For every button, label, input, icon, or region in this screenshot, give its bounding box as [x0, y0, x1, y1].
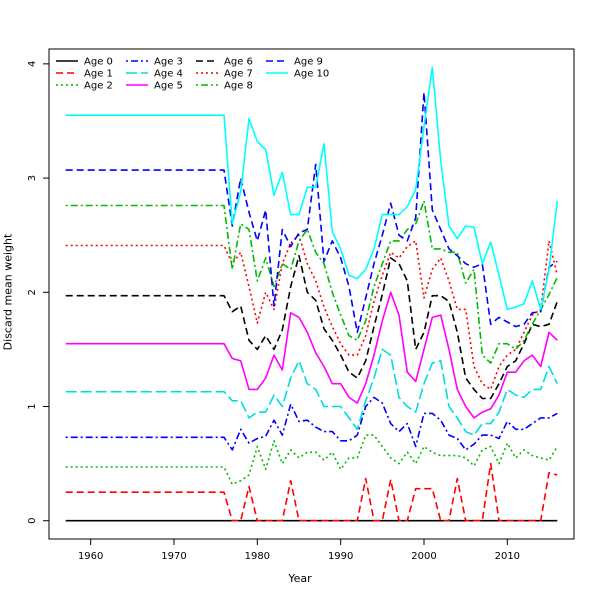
series-line-age-8 [65, 200, 559, 364]
legend-item: Age 5 [126, 81, 183, 92]
legend-label: Age 8 [224, 81, 253, 92]
y-tick-label: 4 [27, 61, 38, 67]
x-tick-label: 1990 [328, 551, 353, 562]
y-tick-label: 1 [27, 403, 38, 409]
legend-label: Age 1 [84, 69, 113, 80]
legend-label: Age 0 [84, 57, 113, 68]
x-tick-label: 2010 [495, 551, 520, 562]
x-tick-label: 1980 [245, 551, 270, 562]
y-tick-label: 2 [27, 289, 38, 295]
legend-label: Age 3 [154, 57, 183, 68]
legend-label: Age 10 [294, 69, 329, 80]
x-axis-label: Year [288, 572, 312, 585]
series-line-age-10 [65, 66, 559, 311]
series-line-age-2 [65, 434, 558, 485]
series-line-age-6 [65, 254, 559, 400]
y-tick-label: 3 [27, 175, 38, 181]
series-line-age-1 [65, 462, 558, 522]
legend-item: Age 0 [56, 57, 113, 68]
legend-label: Age 7 [224, 69, 253, 80]
legend-item: Age 10 [266, 69, 329, 80]
series-line-age-5 [65, 291, 558, 419]
y-axis-label: Discard mean weight [1, 233, 15, 351]
y-tick-label: 0 [27, 518, 38, 524]
series-line-age-9 [65, 91, 558, 334]
legend-label: Age 4 [154, 69, 183, 80]
legend-item: Age 1 [56, 69, 113, 80]
plot-frame [48, 48, 575, 540]
legend-item: Age 9 [266, 57, 323, 68]
legend-item: Age 4 [126, 69, 183, 80]
x-tick-label: 1970 [161, 551, 186, 562]
legend-item: Age 3 [126, 57, 183, 68]
legend-item: Age 8 [196, 81, 253, 92]
legend-item: Age 2 [56, 81, 113, 92]
x-tick-label: 2000 [411, 551, 436, 562]
series-line-age-3 [65, 396, 558, 451]
legend-item: Age 7 [196, 69, 253, 80]
series-line-age-7 [65, 234, 559, 391]
legend-label: Age 6 [224, 57, 253, 68]
legend-item: Age 6 [196, 57, 253, 68]
x-tick-label: 1960 [78, 551, 103, 562]
legend-label: Age 5 [154, 81, 183, 92]
legend-label: Age 2 [84, 81, 113, 92]
series-line-age-4 [65, 348, 559, 436]
legend-label: Age 9 [294, 57, 323, 68]
